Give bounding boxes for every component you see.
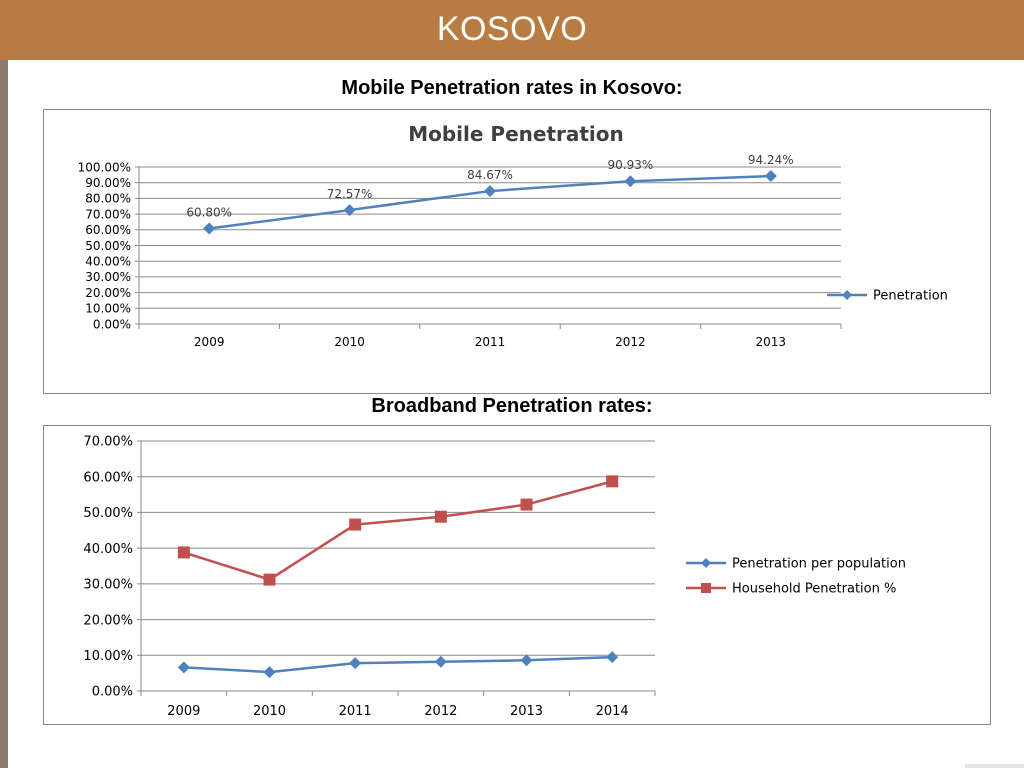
- data-label: 90.93%: [608, 158, 654, 172]
- y-tick-label: 0.00%: [92, 685, 133, 700]
- legend-label: Household Penetration %: [732, 582, 896, 597]
- series-line: [183, 480, 613, 581]
- data-point: [263, 573, 276, 586]
- x-tick-label: 2012: [424, 704, 457, 719]
- y-tick-label: 20.00%: [83, 613, 133, 628]
- data-point: [263, 666, 276, 679]
- x-tick-label: 2014: [596, 704, 629, 719]
- y-tick-label: 70.00%: [83, 435, 133, 450]
- y-tick-label: 20.00%: [85, 286, 131, 300]
- series-line: [209, 174, 771, 230]
- y-tick-label: 10.00%: [85, 302, 131, 316]
- x-tick-label: 2011: [339, 704, 372, 719]
- y-tick-label: 50.00%: [85, 239, 131, 253]
- y-tick-label: 0.00%: [93, 317, 131, 331]
- data-point: [349, 518, 362, 531]
- y-tick-label: 60.00%: [85, 223, 131, 237]
- footer-decoration: [965, 764, 1024, 768]
- data-label: 94.24%: [748, 153, 794, 167]
- data-point: [520, 654, 533, 667]
- legend-label: Penetration per population: [732, 557, 906, 572]
- y-tick-label: 30.00%: [83, 578, 133, 593]
- y-tick-label: 30.00%: [85, 270, 131, 284]
- legend-marker: [701, 558, 711, 568]
- x-tick-label: 2013: [756, 335, 787, 349]
- y-tick-label: 10.00%: [83, 649, 133, 664]
- broadband-section-heading: Broadband Penetration rates:: [371, 395, 653, 417]
- data-label: 72.57%: [327, 187, 373, 201]
- y-tick-label: 100.00%: [78, 160, 131, 174]
- data-point: [624, 175, 637, 188]
- y-tick-label: 40.00%: [85, 255, 131, 269]
- legend-label: Penetration: [873, 289, 948, 304]
- y-tick-label: 70.00%: [85, 207, 131, 221]
- x-tick-label: 2010: [334, 335, 365, 349]
- data-point: [343, 204, 356, 217]
- data-point: [434, 655, 447, 668]
- broadband-penetration-chart: 0.00% 10.00% 20.00% 30.00% 40.00% 50.00% 60.00…: [83, 435, 906, 719]
- data-point: [177, 661, 190, 674]
- y-tick-label: 40.00%: [83, 542, 133, 557]
- chart-title: Mobile Penetration: [408, 122, 624, 146]
- data-point: [606, 651, 619, 664]
- data-point: [764, 170, 777, 183]
- legend-marker: [701, 583, 711, 593]
- slide-title: KOSOVO: [0, 0, 1024, 60]
- data-point: [606, 475, 619, 488]
- x-tick-label: 2010: [253, 704, 286, 719]
- data-point: [177, 546, 190, 559]
- x-tick-label: 2009: [167, 704, 200, 719]
- mobile-chart-frame: Mobile Penetration 0.00% 10.00% 20.00% 30.00…: [43, 109, 991, 394]
- y-tick-label: 60.00%: [83, 470, 133, 485]
- broadband-chart-frame: 0.00% 10.00% 20.00% 30.00% 40.00% 50.00% 60.00…: [43, 425, 991, 725]
- y-tick-label: 50.00%: [83, 506, 133, 521]
- data-point: [520, 498, 533, 511]
- legend-marker: [842, 290, 852, 300]
- x-tick-label: 2011: [475, 335, 506, 349]
- mobile-section-heading: Mobile Penetration rates in Kosovo:: [341, 77, 683, 99]
- x-tick-label: 2012: [615, 335, 646, 349]
- series-line: [183, 655, 613, 674]
- data-label: 60.80%: [186, 206, 232, 220]
- y-tick-label: 80.00%: [85, 192, 131, 206]
- data-point: [349, 657, 362, 670]
- left-decorative-stripe: [0, 60, 8, 768]
- x-tick-label: 2013: [510, 704, 543, 719]
- data-point: [434, 510, 447, 523]
- mobile-penetration-chart: Mobile Penetration 0.00%10.00% 20.00% 30.00…: [78, 122, 948, 349]
- y-tick-label: 90.00%: [85, 176, 131, 190]
- data-label: 84.67%: [467, 168, 513, 182]
- data-point: [203, 222, 216, 235]
- x-tick-label: 2009: [194, 335, 225, 349]
- data-point: [484, 185, 496, 198]
